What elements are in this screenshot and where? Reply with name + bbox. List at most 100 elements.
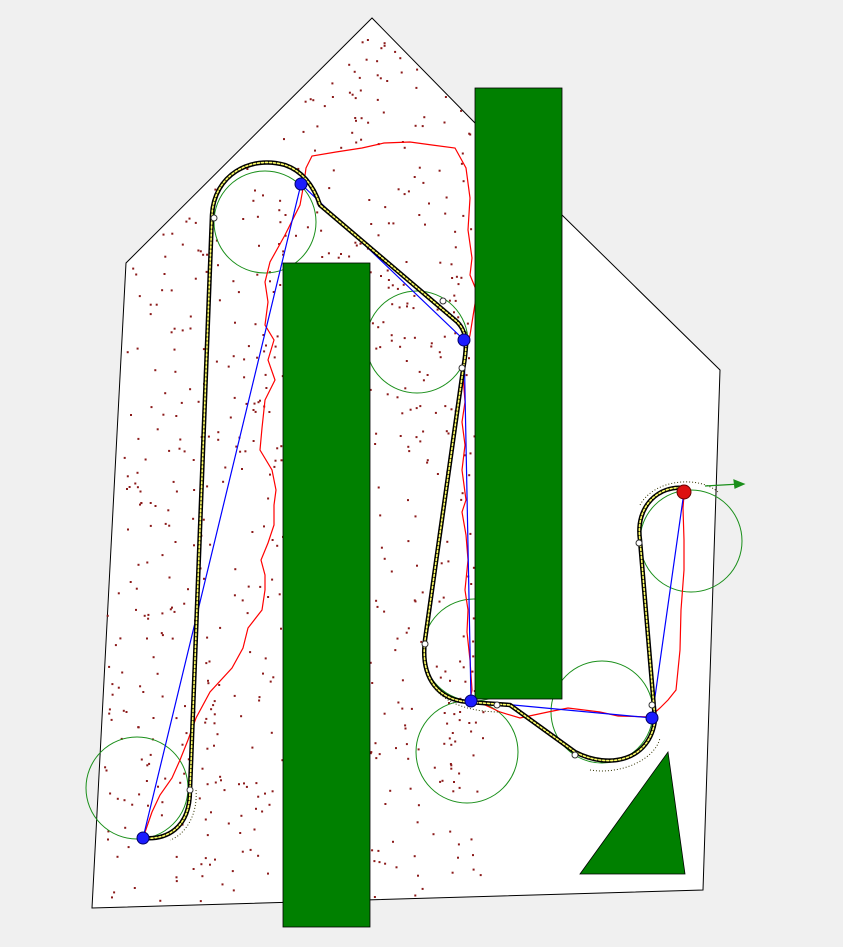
sample-point [164, 777, 167, 780]
sample-point [157, 785, 159, 788]
sample-point [245, 785, 248, 788]
sample-point [262, 672, 264, 675]
sample-point [462, 635, 465, 638]
sample-point [243, 376, 246, 379]
sample-point [421, 125, 424, 128]
sample-point [212, 704, 215, 707]
sample-point [161, 695, 164, 698]
sample-point [111, 693, 114, 696]
sample-point [276, 447, 279, 450]
sample-point [122, 709, 125, 712]
sample-point [108, 712, 111, 715]
sample-point [258, 244, 260, 247]
sample-point [386, 393, 389, 396]
sample-point [465, 374, 468, 377]
sample-point [160, 814, 163, 817]
sample-point [444, 670, 447, 673]
sample-point [323, 105, 326, 108]
sample-point [448, 702, 450, 704]
obstacle-triangle [579, 750, 686, 875]
sample-point [375, 432, 378, 435]
sample-point [264, 792, 266, 795]
sample-point [164, 392, 167, 395]
sample-point [126, 475, 129, 478]
sample-point [472, 868, 475, 871]
sample-point [403, 146, 406, 149]
sample-point [384, 862, 387, 865]
sample-point [472, 854, 474, 857]
tangent-marker [458, 364, 466, 372]
sample-point [468, 357, 470, 360]
sample-point [252, 199, 255, 202]
sample-point [254, 410, 257, 413]
sample-point [419, 405, 422, 408]
obstacles [282, 87, 686, 928]
sample-point [474, 721, 477, 724]
sample-point [443, 121, 446, 124]
sample-point [224, 466, 227, 469]
sample-point [261, 810, 264, 813]
sample-point [235, 445, 238, 448]
sample-point [138, 793, 141, 796]
sample-point [206, 783, 209, 786]
sample-point [243, 358, 246, 361]
sample-point [402, 283, 405, 286]
sample-point [159, 899, 162, 902]
sample-point [405, 631, 408, 634]
sample-point [376, 74, 379, 77]
sample-point [168, 576, 171, 579]
sample-point [452, 790, 455, 793]
sample-point [206, 485, 209, 488]
sample-point [219, 626, 222, 629]
sample-point [454, 740, 457, 743]
sample-point [276, 335, 279, 338]
sample-point [268, 271, 271, 274]
sample-point [187, 758, 190, 761]
sample-point [354, 117, 357, 119]
smoothed-path-inner [142, 161, 685, 840]
sample-point [194, 277, 197, 280]
sample-point [472, 566, 475, 569]
waypoint-node [457, 333, 471, 347]
sample-point [113, 891, 116, 894]
sample-point [407, 445, 410, 448]
sample-point [218, 684, 221, 686]
sample-point [108, 708, 111, 711]
sample-point [420, 640, 423, 643]
sample-point [251, 746, 254, 749]
sample-point [257, 795, 260, 798]
sample-point [383, 42, 386, 45]
sample-point [164, 522, 167, 525]
sample-point [116, 855, 119, 858]
sample-point [400, 71, 403, 74]
sample-point [366, 39, 369, 41]
sample-point [415, 436, 418, 439]
sample-point [206, 747, 209, 750]
sample-point [371, 849, 374, 852]
sample-point [152, 656, 155, 659]
sample-point [453, 781, 455, 783]
sample-point [265, 387, 268, 389]
sample-point [270, 731, 273, 734]
sample-point [142, 691, 145, 693]
sample-point [259, 585, 262, 588]
sample-point [447, 560, 450, 563]
sample-point [233, 396, 236, 399]
sample-point [417, 748, 420, 751]
sample-point [213, 722, 216, 725]
sample-point [468, 132, 471, 135]
sample-point [210, 811, 212, 814]
sample-point [232, 889, 235, 892]
sample-point [258, 699, 261, 702]
sample-point [337, 256, 340, 259]
sample-point [272, 291, 275, 293]
sample-point [407, 627, 410, 630]
sample-point [444, 212, 447, 215]
sample-point [368, 199, 371, 201]
sample-point [436, 473, 439, 475]
sample-point [472, 617, 475, 620]
sample-point [428, 202, 430, 205]
sample-point [269, 680, 272, 683]
sample-point [443, 742, 446, 745]
sample-point [459, 711, 462, 713]
